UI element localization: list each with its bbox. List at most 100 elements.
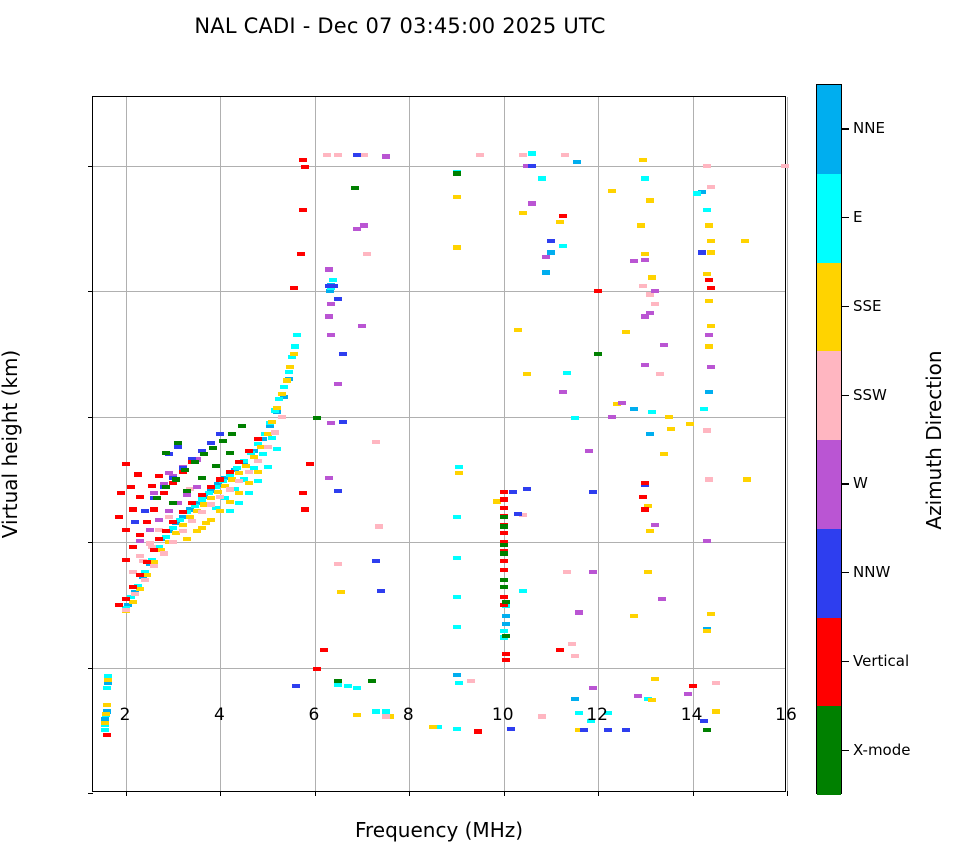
data-point <box>169 520 178 525</box>
data-point <box>185 507 194 512</box>
data-point <box>339 351 348 357</box>
data-point <box>518 513 527 518</box>
data-point <box>242 463 251 468</box>
colorbar-tick <box>842 217 849 219</box>
data-point <box>183 509 192 515</box>
data-point <box>263 464 272 470</box>
data-point <box>563 370 572 375</box>
data-point <box>506 726 515 732</box>
data-point <box>133 472 142 477</box>
data-point <box>702 428 711 433</box>
colorbar-label-vertical: Vertical <box>853 651 910 670</box>
data-point <box>240 458 249 463</box>
data-point <box>129 570 138 575</box>
data-point <box>705 277 714 283</box>
data-point <box>634 693 643 698</box>
data-point <box>499 540 508 545</box>
data-point <box>159 551 168 556</box>
colorbar <box>816 84 842 795</box>
data-point <box>100 723 109 728</box>
data-point <box>381 709 390 714</box>
colorbar-label-nne: NNE <box>853 119 885 138</box>
data-point <box>207 441 216 446</box>
data-point <box>499 568 508 573</box>
data-point <box>159 482 168 487</box>
data-point <box>523 163 532 169</box>
data-point <box>232 466 241 471</box>
data-point <box>353 152 362 157</box>
data-point <box>650 289 659 294</box>
data-point <box>702 728 711 733</box>
data-point <box>707 250 716 255</box>
data-point <box>273 405 282 411</box>
data-point <box>150 507 159 512</box>
data-point <box>646 198 655 203</box>
data-point <box>499 524 508 529</box>
data-point <box>360 223 369 228</box>
data-point <box>103 733 112 738</box>
data-point <box>299 207 308 212</box>
data-point <box>613 402 622 407</box>
data-point <box>698 250 707 255</box>
gridline-horizontal <box>93 416 785 418</box>
gridline-vertical <box>126 97 128 791</box>
data-point <box>207 502 216 507</box>
data-point <box>608 414 617 419</box>
data-point <box>164 515 173 520</box>
data-point <box>228 477 237 482</box>
data-point <box>157 547 166 552</box>
data-point <box>254 436 263 441</box>
data-point <box>523 486 532 491</box>
data-point <box>452 195 461 200</box>
x-tick-label: 14 <box>680 705 703 725</box>
data-point <box>473 729 482 734</box>
data-point <box>150 560 159 565</box>
data-point <box>325 289 334 294</box>
data-point <box>291 344 300 349</box>
data-point <box>129 545 138 550</box>
data-point <box>199 502 208 507</box>
data-point <box>702 626 711 631</box>
data-point <box>162 528 171 533</box>
colorbar-band-x-mode <box>817 706 841 795</box>
data-point <box>561 152 570 157</box>
data-point <box>589 570 598 575</box>
data-point <box>270 430 279 435</box>
data-point <box>499 543 508 548</box>
data-point <box>162 484 171 490</box>
data-point <box>313 415 322 421</box>
data-point <box>181 467 190 473</box>
data-point <box>150 491 159 496</box>
data-point <box>140 508 149 513</box>
data-point <box>225 472 234 477</box>
data-point <box>502 599 511 604</box>
colorbar-title: Azimuth Direction <box>922 350 946 530</box>
data-point <box>556 647 565 653</box>
data-point <box>254 458 263 463</box>
data-point <box>334 679 343 684</box>
data-point <box>207 517 216 522</box>
data-point <box>558 214 567 219</box>
data-point <box>705 389 714 394</box>
data-point <box>235 459 244 465</box>
data-point <box>214 482 223 487</box>
data-point <box>476 152 485 157</box>
data-point <box>617 400 626 406</box>
data-point <box>558 244 567 249</box>
data-point <box>263 444 272 449</box>
data-point <box>221 476 230 481</box>
data-point <box>528 163 537 169</box>
data-point <box>502 657 511 663</box>
data-point <box>136 572 145 577</box>
data-point <box>454 464 463 470</box>
data-point <box>155 545 164 550</box>
data-point <box>100 728 109 733</box>
data-point <box>556 220 565 225</box>
data-point <box>117 491 126 496</box>
data-point <box>169 526 178 531</box>
data-point <box>702 538 711 544</box>
data-point <box>188 518 197 523</box>
colorbar-tick <box>842 483 849 485</box>
tick-y <box>88 291 93 293</box>
data-point <box>237 424 246 429</box>
